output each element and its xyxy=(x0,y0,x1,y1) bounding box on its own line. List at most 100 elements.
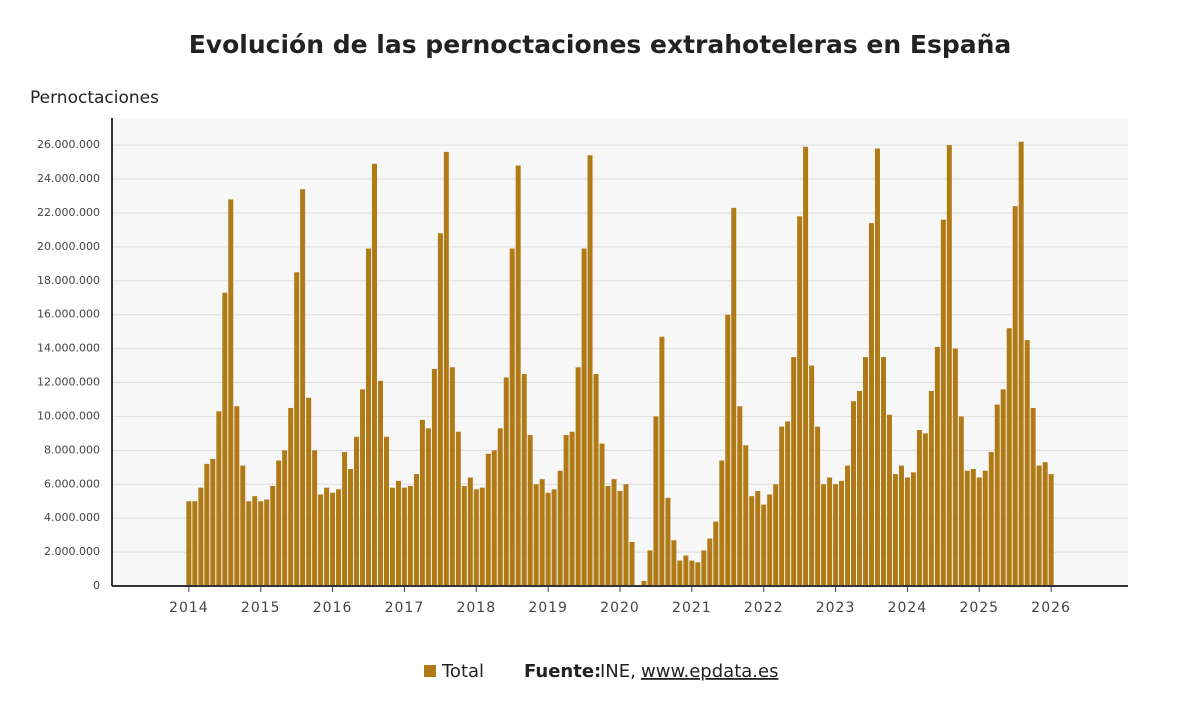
x-tick-label: 2020 xyxy=(600,600,640,616)
x-tick-label: 2019 xyxy=(528,600,568,616)
bar xyxy=(886,414,892,586)
y-tick-label: 10.000.000 xyxy=(37,409,100,422)
bar xyxy=(551,489,557,586)
bar xyxy=(581,248,587,586)
x-tick-label: 2017 xyxy=(385,600,425,616)
bar xyxy=(294,272,300,586)
bar xyxy=(300,189,306,586)
bar xyxy=(425,428,431,586)
bar xyxy=(216,411,222,586)
bar xyxy=(240,465,246,586)
bar xyxy=(737,406,743,586)
bar xyxy=(354,436,360,586)
x-tick-label: 2022 xyxy=(744,600,784,616)
bar xyxy=(389,487,395,586)
y-tick-label: 8.000.000 xyxy=(44,443,100,456)
bar xyxy=(815,426,821,586)
bar xyxy=(839,480,845,586)
bar xyxy=(360,389,366,586)
bar xyxy=(647,550,653,586)
bar xyxy=(617,491,623,586)
x-tick-label: 2014 xyxy=(169,600,209,616)
legend: Total Fuente: INE, www.epdata.es xyxy=(424,661,778,682)
bar xyxy=(491,450,497,586)
bar xyxy=(401,487,407,586)
bar xyxy=(575,367,581,586)
chart-title: Evolución de las pernoctaciones extrahot… xyxy=(189,30,1012,59)
bar xyxy=(785,421,791,586)
bar xyxy=(773,484,779,586)
bar xyxy=(821,484,827,586)
bar xyxy=(749,496,755,586)
y-tick-label: 20.000.000 xyxy=(37,240,100,253)
bar xyxy=(234,406,240,586)
bar xyxy=(916,430,922,586)
bar xyxy=(545,492,551,586)
bar xyxy=(527,435,533,586)
x-tick-label: 2024 xyxy=(888,600,928,616)
bar xyxy=(246,501,252,586)
bar xyxy=(1048,474,1054,586)
bar xyxy=(910,472,916,586)
bar xyxy=(928,391,934,586)
bar xyxy=(395,480,401,586)
bar xyxy=(186,501,192,586)
y-tick-label: 14.000.000 xyxy=(37,342,100,355)
legend-swatch xyxy=(424,665,436,677)
y-axis-label: Pernoctaciones xyxy=(30,88,159,108)
bar xyxy=(934,346,940,586)
bar xyxy=(306,397,312,586)
bar xyxy=(898,465,904,586)
bar xyxy=(276,460,282,586)
bar xyxy=(348,469,354,586)
bar xyxy=(288,407,294,586)
bar xyxy=(228,199,234,587)
bar xyxy=(443,151,449,587)
bar xyxy=(779,426,785,586)
bar xyxy=(563,435,569,586)
bar xyxy=(413,474,419,586)
bar xyxy=(431,368,437,586)
bar xyxy=(988,452,994,586)
bar xyxy=(731,207,737,586)
y-tick-label: 24.000.000 xyxy=(37,172,100,185)
x-tick-label: 2023 xyxy=(816,600,856,616)
bar xyxy=(461,485,467,586)
bar xyxy=(623,484,629,586)
bar xyxy=(856,391,862,586)
bar xyxy=(371,163,377,587)
bar xyxy=(1042,462,1048,586)
bar xyxy=(880,357,886,586)
x-tick-label: 2026 xyxy=(1031,600,1071,616)
bar xyxy=(503,377,509,586)
bar xyxy=(863,357,869,586)
bar xyxy=(725,314,731,586)
bar xyxy=(629,541,635,586)
bar xyxy=(198,487,204,586)
bar xyxy=(569,431,575,586)
bar xyxy=(695,562,701,586)
bar xyxy=(497,428,503,586)
bar xyxy=(1030,407,1036,586)
bar xyxy=(982,470,988,586)
bar xyxy=(318,494,324,586)
bar xyxy=(791,357,797,586)
bar xyxy=(743,445,749,586)
x-tick-label: 2016 xyxy=(313,600,353,616)
bar xyxy=(874,148,880,587)
source-link[interactable]: www.epdata.es xyxy=(641,661,778,682)
bar xyxy=(707,538,713,586)
bar xyxy=(437,233,443,586)
bar xyxy=(336,489,342,586)
y-tick-label: 4.000.000 xyxy=(44,511,100,524)
bar xyxy=(827,477,833,586)
bar xyxy=(467,477,473,586)
bar xyxy=(797,216,803,586)
y-tick-label: 2.000.000 xyxy=(44,545,100,558)
bar xyxy=(851,401,857,586)
bar xyxy=(605,485,611,586)
bar xyxy=(701,550,707,586)
bar xyxy=(509,248,515,586)
legend-label: Total xyxy=(441,661,484,682)
